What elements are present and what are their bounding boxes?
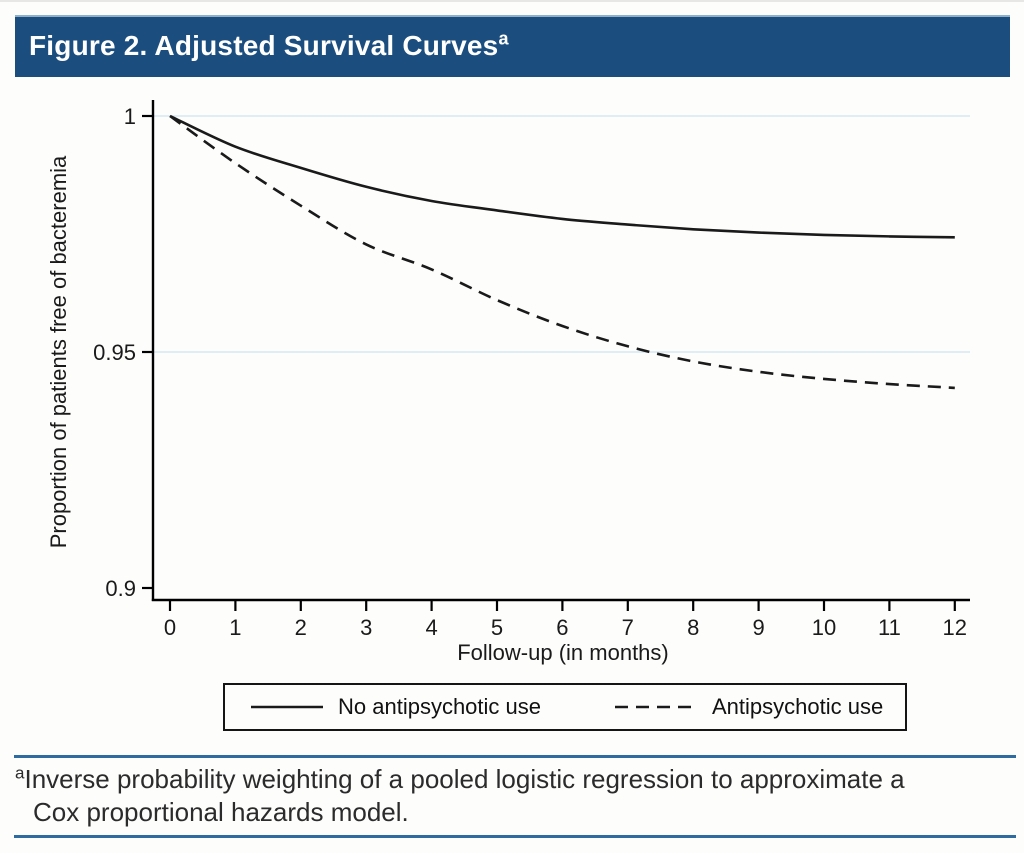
- footnote-text: aInverse probability weighting of a pool…: [15, 763, 1004, 829]
- x-tick-label: 8: [687, 615, 699, 640]
- x-tick-label: 10: [812, 615, 836, 640]
- figure-title: Figure 2. Adjusted Survival Curvesa: [15, 30, 509, 64]
- legend-item-no-antipsychotic: No antipsychotic use: [251, 694, 541, 720]
- footnote-section: aInverse probability weighting of a pool…: [0, 755, 1024, 838]
- footnote-top-rule: [14, 755, 1016, 758]
- x-tick-label: 2: [295, 615, 307, 640]
- y-axis-title: Proportion of patients free of bacteremi…: [46, 155, 71, 548]
- footnote-line-2: Cox proportional hazards model.: [33, 797, 409, 827]
- page-crop-hairline: [0, 0, 1024, 2]
- footnote-line-1: aInverse probability weighting of a pool…: [15, 763, 905, 794]
- x-tick-label: 11: [878, 615, 901, 640]
- figure-title-text: Figure 2. Adjusted Survival Curves: [29, 30, 499, 61]
- legend-item-antipsychotic: Antipsychotic use: [615, 694, 883, 720]
- x-tick-label: 12: [943, 615, 967, 640]
- y-tick-label: 1: [124, 104, 136, 129]
- dashed-line-sample-icon: [615, 705, 697, 709]
- legend-label-antipsychotic: Antipsychotic use: [712, 694, 884, 719]
- x-tick-label: 6: [556, 615, 568, 640]
- x-tick-label: 0: [164, 615, 176, 640]
- x-tick-label: 1: [229, 615, 241, 640]
- x-tick-label: 5: [491, 615, 503, 640]
- figure-title-bar: Figure 2. Adjusted Survival Curvesa: [15, 15, 1010, 77]
- legend-label-no-antipsychotic: No antipsychotic use: [338, 694, 541, 719]
- x-tick-label: 7: [622, 615, 634, 640]
- survival-curves-plot: 10.950.90 1 2 3 4 5 6 7 8 9 10 11 12 Follow-up (in m…: [46, 100, 970, 665]
- footnote-marker: a: [15, 763, 25, 783]
- x-tick-label: 9: [752, 615, 764, 640]
- y-tick-label: 0.95: [93, 340, 136, 365]
- chart-legend: No antipsychotic use Antipsychotic use: [223, 683, 907, 731]
- y-tick-label: 0.9: [105, 576, 136, 601]
- x-axis-title: Follow-up (in months): [457, 640, 669, 665]
- x-tick-label: 4: [425, 615, 437, 640]
- footnote-bottom-rule: [14, 835, 1016, 838]
- survival-curve-antipsychotic-use: [169, 114, 955, 390]
- figure-title-superscript: a: [498, 28, 509, 49]
- survival-curve-no-antipsychotic-use: [169, 114, 955, 239]
- x-tick-label: 3: [360, 615, 372, 640]
- solid-line-sample-icon: [251, 705, 323, 709]
